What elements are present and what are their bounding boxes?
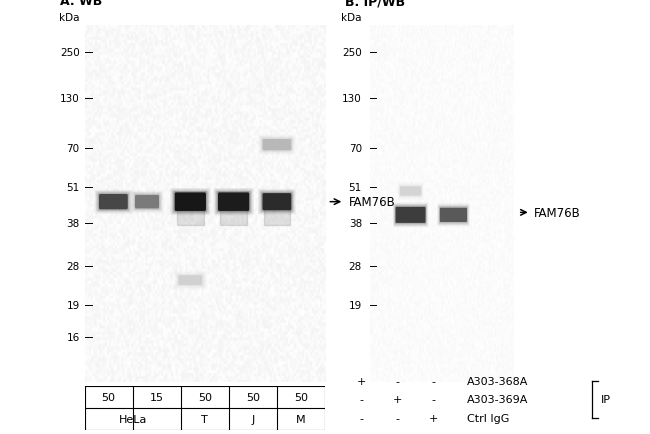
FancyBboxPatch shape bbox=[440, 208, 467, 223]
Text: -: - bbox=[360, 414, 364, 423]
FancyBboxPatch shape bbox=[397, 183, 424, 201]
Bar bbox=[264, 207, 290, 225]
FancyBboxPatch shape bbox=[258, 135, 296, 155]
FancyBboxPatch shape bbox=[261, 192, 292, 212]
Text: 15: 15 bbox=[150, 392, 164, 402]
Text: 19: 19 bbox=[66, 300, 80, 310]
Text: 130: 130 bbox=[342, 94, 362, 104]
FancyBboxPatch shape bbox=[263, 140, 291, 151]
FancyBboxPatch shape bbox=[218, 193, 249, 211]
FancyBboxPatch shape bbox=[438, 205, 469, 225]
Text: -: - bbox=[360, 395, 364, 404]
Text: T: T bbox=[202, 414, 208, 424]
FancyBboxPatch shape bbox=[394, 204, 427, 226]
Text: A303-369A: A303-369A bbox=[467, 395, 528, 404]
Text: A303-368A: A303-368A bbox=[467, 376, 528, 386]
FancyBboxPatch shape bbox=[174, 191, 207, 213]
FancyBboxPatch shape bbox=[176, 273, 205, 288]
Text: -: - bbox=[396, 376, 400, 386]
Text: A. WB: A. WB bbox=[60, 0, 103, 8]
Text: 50: 50 bbox=[294, 392, 308, 402]
FancyBboxPatch shape bbox=[395, 207, 426, 224]
Text: +: + bbox=[393, 395, 402, 404]
FancyBboxPatch shape bbox=[96, 192, 131, 213]
Text: 50: 50 bbox=[246, 392, 260, 402]
Text: FAM76B: FAM76B bbox=[349, 196, 396, 209]
Text: 38: 38 bbox=[348, 219, 362, 229]
Text: -: - bbox=[396, 414, 400, 423]
FancyBboxPatch shape bbox=[399, 185, 422, 197]
Text: 19: 19 bbox=[348, 300, 362, 310]
FancyBboxPatch shape bbox=[258, 189, 296, 215]
FancyBboxPatch shape bbox=[395, 206, 426, 225]
Text: +: + bbox=[358, 376, 367, 386]
FancyBboxPatch shape bbox=[400, 187, 421, 196]
Text: HeLa: HeLa bbox=[118, 414, 147, 424]
Text: kDa: kDa bbox=[341, 13, 362, 23]
Text: 50: 50 bbox=[198, 392, 212, 402]
FancyBboxPatch shape bbox=[215, 190, 252, 214]
Bar bbox=[177, 207, 203, 225]
FancyBboxPatch shape bbox=[135, 195, 159, 209]
Text: J: J bbox=[251, 414, 255, 424]
FancyBboxPatch shape bbox=[398, 184, 423, 199]
FancyBboxPatch shape bbox=[99, 194, 128, 210]
Text: 38: 38 bbox=[66, 219, 80, 229]
FancyBboxPatch shape bbox=[439, 207, 468, 224]
Text: 70: 70 bbox=[66, 144, 80, 154]
FancyBboxPatch shape bbox=[263, 194, 291, 211]
FancyBboxPatch shape bbox=[98, 193, 129, 211]
Text: 28: 28 bbox=[66, 261, 80, 271]
Text: -: - bbox=[432, 376, 436, 386]
FancyBboxPatch shape bbox=[259, 191, 294, 214]
FancyBboxPatch shape bbox=[170, 189, 211, 216]
Text: 51: 51 bbox=[348, 183, 362, 193]
Text: Ctrl IgG: Ctrl IgG bbox=[467, 414, 509, 423]
Text: 130: 130 bbox=[60, 94, 80, 104]
Text: M: M bbox=[296, 414, 306, 424]
FancyBboxPatch shape bbox=[95, 190, 132, 214]
FancyBboxPatch shape bbox=[393, 203, 428, 228]
Text: B. IP/WB: B. IP/WB bbox=[344, 0, 405, 8]
FancyBboxPatch shape bbox=[261, 138, 292, 152]
FancyBboxPatch shape bbox=[172, 190, 209, 214]
Text: 28: 28 bbox=[348, 261, 362, 271]
FancyBboxPatch shape bbox=[174, 271, 207, 290]
FancyBboxPatch shape bbox=[133, 194, 161, 210]
FancyBboxPatch shape bbox=[177, 274, 204, 287]
FancyBboxPatch shape bbox=[175, 193, 206, 211]
Bar bbox=[220, 207, 247, 225]
Text: 70: 70 bbox=[349, 144, 362, 154]
FancyBboxPatch shape bbox=[132, 193, 162, 212]
Text: 250: 250 bbox=[342, 48, 362, 58]
FancyBboxPatch shape bbox=[437, 204, 469, 227]
Text: FAM76B: FAM76B bbox=[534, 207, 580, 219]
Text: IP: IP bbox=[601, 395, 611, 404]
FancyBboxPatch shape bbox=[131, 191, 163, 213]
FancyBboxPatch shape bbox=[259, 137, 294, 154]
Text: +: + bbox=[429, 414, 438, 423]
Text: 16: 16 bbox=[66, 332, 80, 342]
Text: -: - bbox=[432, 395, 436, 404]
FancyBboxPatch shape bbox=[178, 276, 202, 286]
FancyBboxPatch shape bbox=[216, 191, 251, 213]
Text: kDa: kDa bbox=[59, 13, 80, 23]
Text: 50: 50 bbox=[101, 392, 116, 402]
Text: 250: 250 bbox=[60, 48, 80, 58]
FancyBboxPatch shape bbox=[214, 189, 254, 216]
Text: 51: 51 bbox=[66, 183, 80, 193]
